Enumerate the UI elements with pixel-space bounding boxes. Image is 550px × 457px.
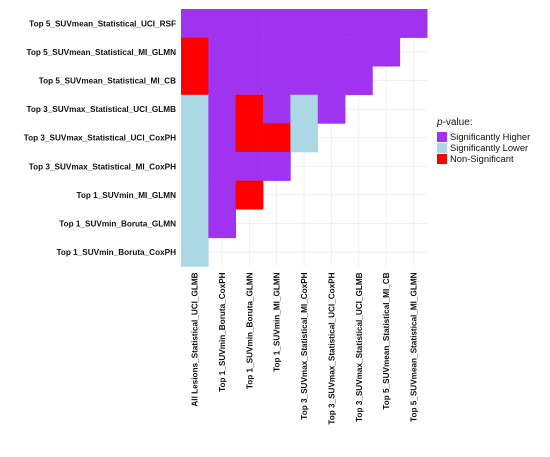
row-labels: Top 5_SUVmean_Statistical_UCI_RSF Top 5_S… [24, 19, 176, 257]
heatmap-cell [181, 123, 209, 152]
row-label: Top 1_SUVmin_MI_GLMN [77, 191, 177, 200]
heatmap-cell [181, 38, 209, 67]
heatmap-cell [263, 95, 291, 124]
heatmap-cell [208, 95, 236, 124]
heatmap-cell [208, 9, 236, 38]
heatmap-cell [181, 9, 209, 38]
row-label: Top 1_SUVmin_Boruta_CoxPH [57, 248, 177, 257]
heatmap-cell [372, 9, 400, 38]
legend-swatch-higher [437, 132, 447, 142]
heatmap-cell [236, 66, 264, 95]
heatmap-cell [236, 38, 264, 67]
column-label: Top 1_SUVmin_Boruta_CoxPH [218, 272, 227, 392]
column-label: All Lesions_Statistical_UCI_GLMB [191, 272, 200, 406]
row-label: Top 5_SUVmean_Statistical_MI_GLMN [26, 48, 176, 57]
heatmap-cell [236, 95, 264, 124]
heatmap-cell [318, 9, 346, 38]
heatmap-cell [208, 38, 236, 67]
column-label: Top 1_SUVmin_MI_GLMN [273, 272, 282, 372]
heatmap-cell [236, 9, 264, 38]
legend: p-value: Significantly Higher Significan… [437, 117, 549, 164]
heatmap-cell [345, 38, 373, 67]
legend-swatch-nonsignificant [437, 154, 447, 164]
row-label: Top 3_SUVmax_Statistical_MI_CoxPH [29, 162, 176, 171]
heatmap-cell [290, 66, 318, 95]
heatmap-cell [208, 181, 236, 210]
heatmap-cell [181, 95, 209, 124]
row-label: Top 3_SUVmax_Statistical_UCI_GLMB [26, 105, 176, 114]
heatmap-cell [372, 38, 400, 67]
heatmap-cell [208, 209, 236, 238]
legend-item-higher: Significantly Higher [437, 131, 549, 142]
heatmap-cell [345, 66, 373, 95]
row-label: Top 5_SUVmean_Statistical_MI_CB [39, 77, 176, 86]
heatmap-cell [290, 9, 318, 38]
row-label: Top 1_SUVmin_Boruta_GLMN [59, 220, 176, 229]
legend-item-lower: Significantly Lower [437, 142, 549, 153]
column-label: Top 3_SUVmax_Statistical_UCI_GLMB [355, 272, 364, 422]
heatmap-cell [290, 95, 318, 124]
heatmap-cell [181, 209, 209, 238]
heatmap-cell [263, 152, 291, 181]
legend-title: p-value: [437, 117, 549, 128]
heatmap-cell [181, 66, 209, 95]
heatmap-cell [318, 66, 346, 95]
column-label: Top 1_SUVmin_Boruta_GLMN [245, 272, 254, 389]
heatmap-cell [236, 123, 264, 152]
row-label: Top 3_SUVmax_Statistical_UCI_CoxPH [24, 134, 176, 143]
heatmap-cell [181, 152, 209, 181]
heatmap-cell [181, 181, 209, 210]
heatmap-cell [345, 9, 373, 38]
heatmap-cell [263, 38, 291, 67]
heatmap-cell [318, 38, 346, 67]
heatmap-cell [263, 9, 291, 38]
legend-label-lower: Significantly Lower [450, 142, 528, 153]
legend-title-rest: -value: [443, 117, 473, 128]
legend-label-nonsignificant: Non-Significant [450, 153, 514, 164]
heatmap-cell [236, 181, 264, 210]
heatmap-cell [263, 123, 291, 152]
legend-swatch-lower [437, 143, 447, 153]
legend-item-nonsignificant: Non-Significant [437, 153, 549, 164]
heatmap-cell [290, 123, 318, 152]
row-label: Top 5_SUVmean_Statistical_UCI_RSF [29, 19, 176, 28]
heatmap-cell [400, 9, 428, 38]
column-labels: All Lesions_Statistical_UCI_GLMB Top 1_SU… [191, 272, 419, 424]
heatmap-cell [208, 66, 236, 95]
heatmap-cell [263, 66, 291, 95]
heatmap-cell [181, 238, 209, 267]
legend-label-higher: Significantly Higher [450, 131, 530, 142]
column-label: Top 3_SUVmax_Statistical_UCI_CoxPH [327, 272, 336, 424]
heatmap-cell [208, 152, 236, 181]
heatmap-cell [290, 38, 318, 67]
column-label: Top 5_SUVmean_Statistical_MI_CB [382, 272, 391, 409]
heatmap-cell [208, 123, 236, 152]
heatmap-cell [318, 95, 346, 124]
column-label: Top 3_SUVmax_Statistical_MI_CoxPH [300, 272, 309, 419]
heatmap-cell [236, 152, 264, 181]
column-label: Top 5_SUVmean_Statistical_MI_GLMN [409, 272, 418, 422]
